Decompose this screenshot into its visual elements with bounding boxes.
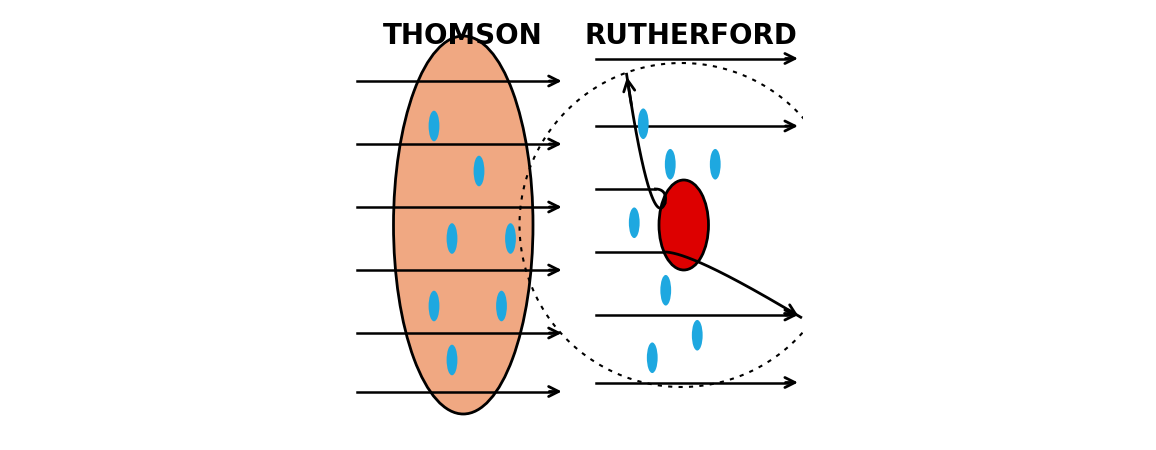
Ellipse shape xyxy=(446,345,458,375)
Ellipse shape xyxy=(429,291,439,321)
Text: THOMSON: THOMSON xyxy=(384,22,543,50)
Ellipse shape xyxy=(393,36,533,414)
Ellipse shape xyxy=(665,149,675,180)
Ellipse shape xyxy=(659,180,709,270)
Ellipse shape xyxy=(474,156,484,186)
Ellipse shape xyxy=(429,111,439,141)
Ellipse shape xyxy=(496,291,506,321)
Ellipse shape xyxy=(691,320,703,351)
Ellipse shape xyxy=(710,149,720,180)
Text: RUTHERFORD: RUTHERFORD xyxy=(584,22,796,50)
Ellipse shape xyxy=(446,223,458,254)
Ellipse shape xyxy=(629,207,639,238)
Ellipse shape xyxy=(660,275,672,306)
Ellipse shape xyxy=(638,108,649,139)
Ellipse shape xyxy=(647,342,658,373)
Ellipse shape xyxy=(505,223,516,254)
